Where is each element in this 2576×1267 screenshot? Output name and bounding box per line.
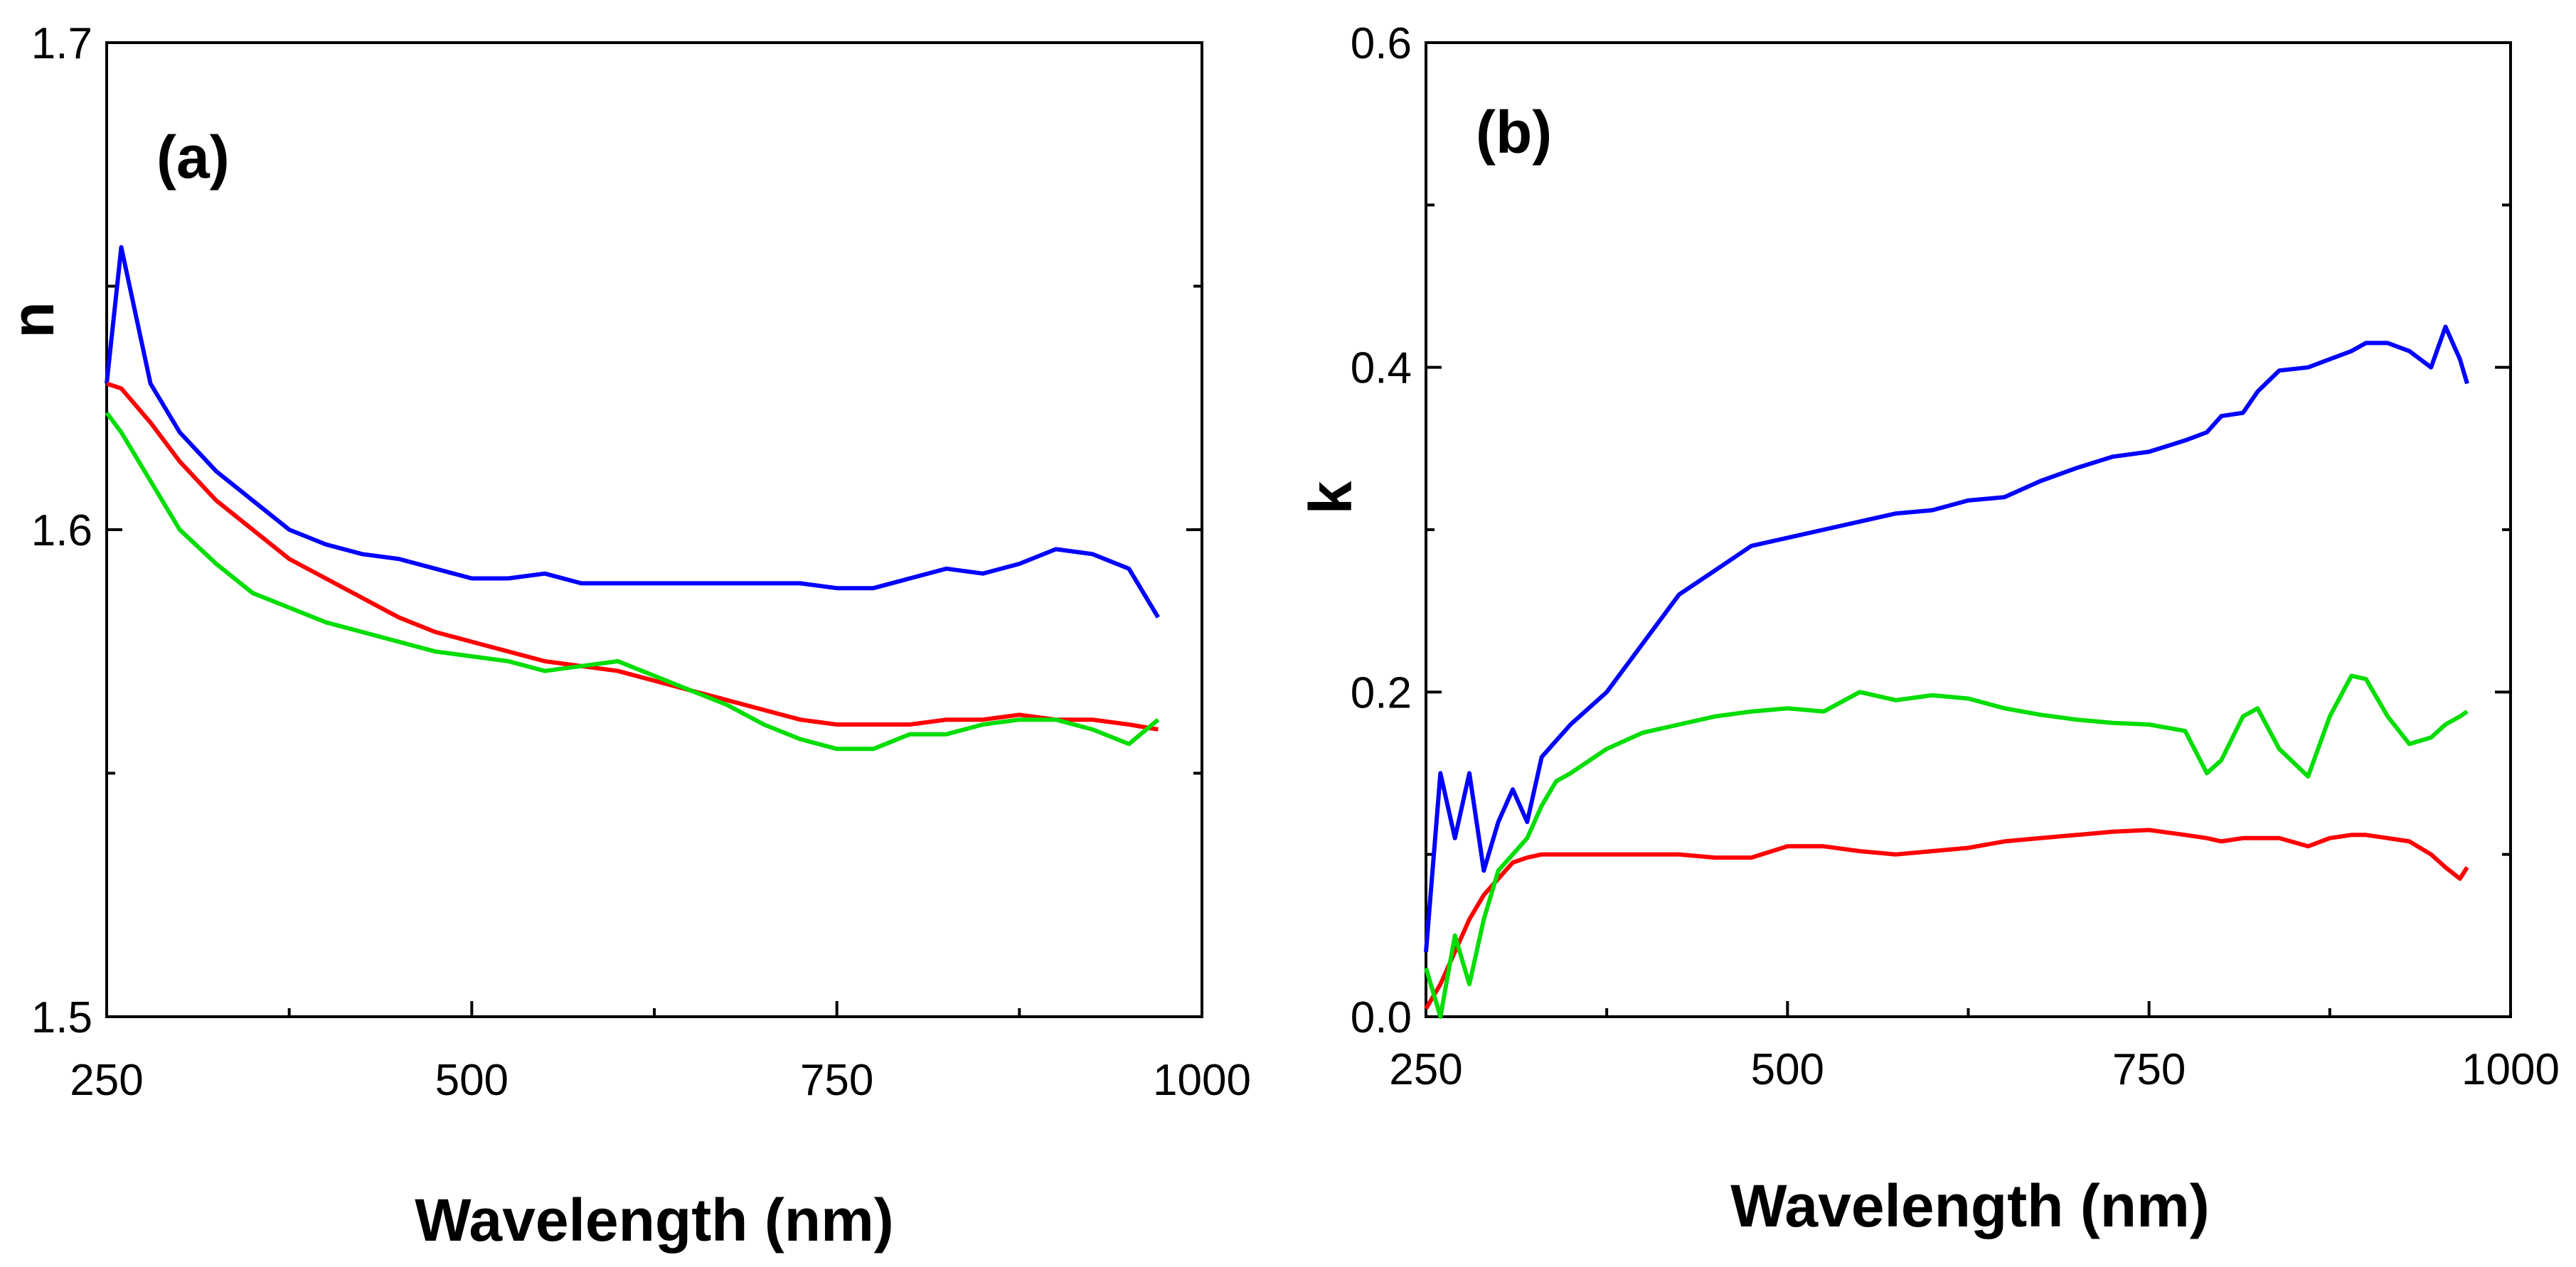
- panel-a-ticks: 250 500 750 1000 1.5 1.6 1.7: [31, 19, 1251, 1105]
- panel-a-y-tick-label: 1.7: [31, 19, 92, 68]
- panel-a-series: [105, 245, 1160, 752]
- panel-a-plot-frame: [105, 41, 1203, 1018]
- panel-b-y-tick-label: 0.0: [1351, 993, 1412, 1042]
- panel-b-series-green: [1424, 673, 2469, 1019]
- panel-b-ticks: 250 500 750 1000 0.0 0.2 0.4 0.6: [1351, 19, 2560, 1094]
- panel-b-y-axis-title: k: [1297, 481, 1364, 514]
- panel-b-y-tick-label: 0.4: [1351, 344, 1412, 393]
- panel-b-x-tick-label: 500: [1751, 1045, 1824, 1094]
- panel-a-series-green: [105, 411, 1160, 752]
- panel-b-x-axis-title: Wavelength (nm): [1730, 1172, 2210, 1239]
- panel-a-series-blue: [105, 245, 1160, 619]
- panel-b-label: (b): [1476, 99, 1552, 166]
- panel-a-y-tick-label: 1.5: [31, 993, 92, 1042]
- panel-a-x-tick-label: 1000: [1153, 1056, 1251, 1105]
- panel-b-series-red: [1424, 828, 2469, 1010]
- panel-a-label: (a): [156, 124, 230, 191]
- panel-a-y-axis-title: n: [0, 301, 66, 338]
- panel-a-y-tick-label: 1.6: [31, 506, 92, 555]
- panel-b-y-tick-label: 0.6: [1351, 19, 1412, 68]
- panel-a-series-red: [106, 381, 1159, 732]
- panel-b-series-blue: [1424, 324, 2469, 952]
- panel-a-x-tick-label: 500: [435, 1056, 509, 1105]
- panel-a: (a) n Wavelength (nm) 250 500 750 1000 1.5 1.…: [0, 19, 1251, 1253]
- panel-b-x-tick-label: 750: [2112, 1045, 2186, 1094]
- panel-b-x-tick-label: 1000: [2461, 1045, 2560, 1094]
- panel-a-x-axis-title: Wavelength (nm): [415, 1187, 894, 1253]
- panel-a-x-tick-label: 750: [800, 1056, 873, 1105]
- panel-b-series: [1424, 324, 2469, 1019]
- panel-b-plot-frame: [1425, 41, 2512, 1018]
- panel-b-y-tick-label: 0.2: [1351, 668, 1412, 717]
- panel-a-x-tick-label: 250: [70, 1056, 143, 1105]
- panel-b-x-tick-label: 250: [1389, 1045, 1462, 1094]
- panel-b: (b) k Wavelength (nm) 250 500 750 1000 0.0 0.…: [1297, 19, 2560, 1239]
